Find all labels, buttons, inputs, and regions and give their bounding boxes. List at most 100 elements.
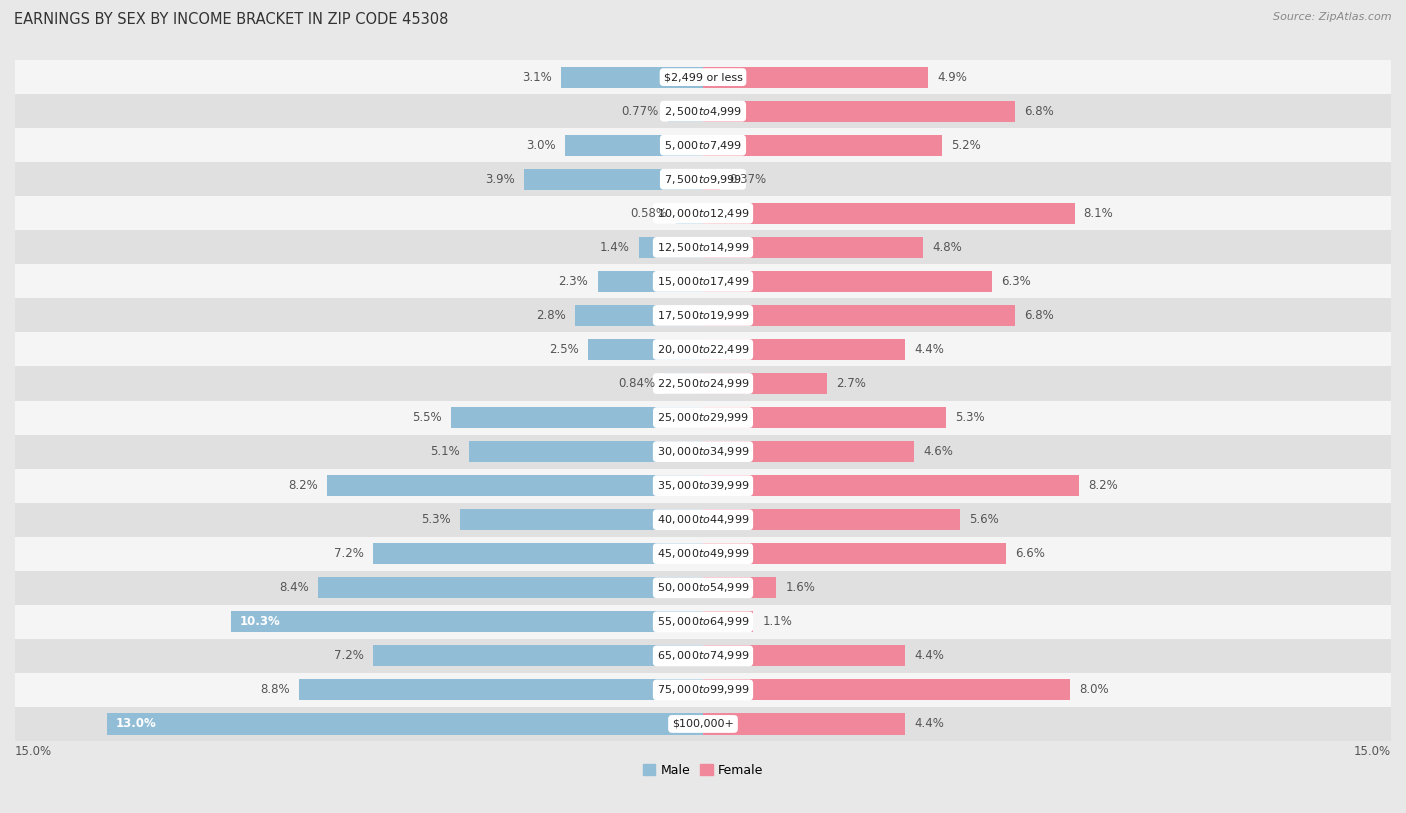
Text: 6.8%: 6.8% — [1024, 309, 1054, 322]
Text: $10,000 to $12,499: $10,000 to $12,499 — [657, 207, 749, 220]
Text: 4.6%: 4.6% — [924, 445, 953, 458]
Text: $7,500 to $9,999: $7,500 to $9,999 — [664, 172, 742, 185]
Bar — [703, 543, 1005, 564]
Text: 7.2%: 7.2% — [333, 547, 364, 560]
Bar — [15, 468, 1391, 502]
Bar — [318, 577, 703, 598]
Text: 0.77%: 0.77% — [621, 105, 658, 118]
Bar — [15, 605, 1391, 639]
Text: 0.58%: 0.58% — [630, 207, 668, 220]
Bar — [299, 680, 703, 701]
Bar — [703, 271, 993, 292]
Text: 1.1%: 1.1% — [762, 615, 793, 628]
Text: 8.1%: 8.1% — [1084, 207, 1114, 220]
Bar — [703, 680, 1070, 701]
Text: $45,000 to $49,999: $45,000 to $49,999 — [657, 547, 749, 560]
Text: 4.4%: 4.4% — [914, 717, 943, 730]
Text: 5.3%: 5.3% — [422, 513, 451, 526]
Text: $17,500 to $19,999: $17,500 to $19,999 — [657, 309, 749, 322]
Text: $2,499 or less: $2,499 or less — [664, 72, 742, 82]
Bar — [460, 509, 703, 530]
Bar — [15, 639, 1391, 673]
Bar — [451, 407, 703, 428]
Text: 15.0%: 15.0% — [15, 745, 52, 758]
Text: 5.2%: 5.2% — [950, 139, 980, 152]
Text: Source: ZipAtlas.com: Source: ZipAtlas.com — [1274, 12, 1392, 22]
Bar — [373, 646, 703, 667]
Text: $20,000 to $22,499: $20,000 to $22,499 — [657, 343, 749, 356]
Legend: Male, Female: Male, Female — [638, 759, 768, 781]
Bar — [15, 502, 1391, 537]
Text: $40,000 to $44,999: $40,000 to $44,999 — [657, 513, 749, 526]
Bar — [15, 196, 1391, 230]
Bar — [15, 537, 1391, 571]
Bar — [668, 101, 703, 122]
Text: 5.5%: 5.5% — [412, 411, 441, 424]
Text: 2.3%: 2.3% — [558, 275, 588, 288]
Bar — [703, 577, 776, 598]
Text: 6.8%: 6.8% — [1024, 105, 1054, 118]
Text: 2.5%: 2.5% — [550, 343, 579, 356]
Text: $2,500 to $4,999: $2,500 to $4,999 — [664, 105, 742, 118]
Bar — [703, 305, 1015, 326]
Text: 2.7%: 2.7% — [837, 377, 866, 390]
Bar — [373, 543, 703, 564]
Text: 8.8%: 8.8% — [260, 684, 290, 697]
Bar — [15, 401, 1391, 435]
Text: 4.9%: 4.9% — [936, 71, 967, 84]
Bar — [15, 435, 1391, 468]
Bar — [561, 67, 703, 88]
Text: $30,000 to $34,999: $30,000 to $34,999 — [657, 445, 749, 458]
Text: $5,000 to $7,499: $5,000 to $7,499 — [664, 139, 742, 152]
Bar — [638, 237, 703, 258]
Bar — [703, 373, 827, 394]
Text: 4.8%: 4.8% — [932, 241, 962, 254]
Text: $50,000 to $54,999: $50,000 to $54,999 — [657, 581, 749, 594]
Text: 4.4%: 4.4% — [914, 650, 943, 663]
Bar — [107, 713, 703, 734]
Bar — [524, 169, 703, 189]
Bar — [15, 571, 1391, 605]
Text: $15,000 to $17,499: $15,000 to $17,499 — [657, 275, 749, 288]
Bar — [703, 509, 960, 530]
Bar — [15, 128, 1391, 163]
Text: $65,000 to $74,999: $65,000 to $74,999 — [657, 650, 749, 663]
Bar — [676, 202, 703, 224]
Bar — [15, 94, 1391, 128]
Text: 8.0%: 8.0% — [1080, 684, 1109, 697]
Text: 5.3%: 5.3% — [955, 411, 984, 424]
Bar — [703, 475, 1080, 496]
Bar — [703, 646, 905, 667]
Bar — [470, 441, 703, 462]
Bar — [15, 163, 1391, 196]
Text: 7.2%: 7.2% — [333, 650, 364, 663]
Text: $12,500 to $14,999: $12,500 to $14,999 — [657, 241, 749, 254]
Text: 3.9%: 3.9% — [485, 172, 515, 185]
Bar — [703, 169, 720, 189]
Text: 0.84%: 0.84% — [619, 377, 655, 390]
Bar — [703, 101, 1015, 122]
Bar — [703, 237, 924, 258]
Text: 13.0%: 13.0% — [115, 717, 156, 730]
Bar — [15, 707, 1391, 741]
Bar — [703, 202, 1074, 224]
Bar — [575, 305, 703, 326]
Text: 6.6%: 6.6% — [1015, 547, 1045, 560]
Bar — [15, 264, 1391, 298]
Bar — [703, 135, 942, 156]
Text: $35,000 to $39,999: $35,000 to $39,999 — [657, 479, 749, 492]
Bar — [703, 611, 754, 633]
Text: 3.1%: 3.1% — [522, 71, 551, 84]
Bar — [703, 339, 905, 360]
Text: 1.4%: 1.4% — [600, 241, 630, 254]
Text: 8.2%: 8.2% — [288, 479, 318, 492]
Bar — [326, 475, 703, 496]
Text: 4.4%: 4.4% — [914, 343, 943, 356]
Text: 5.6%: 5.6% — [969, 513, 998, 526]
Text: 8.2%: 8.2% — [1088, 479, 1118, 492]
Text: 3.0%: 3.0% — [527, 139, 557, 152]
Bar — [15, 333, 1391, 367]
Text: 10.3%: 10.3% — [240, 615, 280, 628]
Bar — [703, 407, 946, 428]
Text: $25,000 to $29,999: $25,000 to $29,999 — [657, 411, 749, 424]
